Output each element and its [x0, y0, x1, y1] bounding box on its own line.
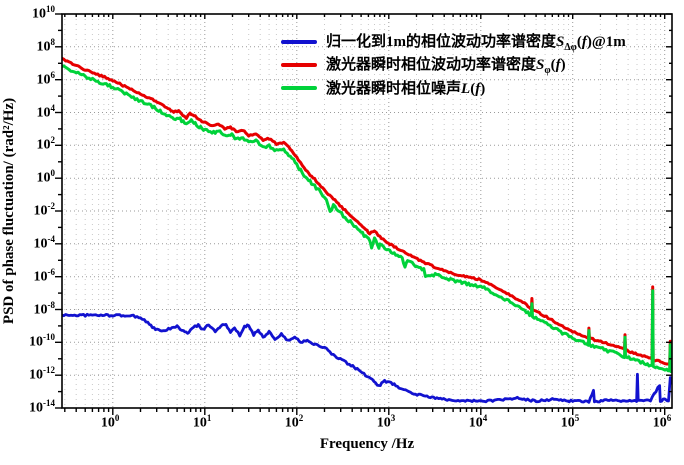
x-tick-label: 106: [652, 413, 672, 431]
legend-label: 激光器瞬时相位波动功率谱密度Sφ(f): [326, 57, 566, 76]
y-tick-label: 10-10: [29, 332, 55, 350]
y-tick-label: 10-14: [29, 398, 55, 416]
legend-item-1: 激光器瞬时相位波动功率谱密度Sφ(f): [281, 53, 626, 76]
y-tick-label: 10-6: [33, 266, 56, 285]
legend-label: 激光器瞬时相位噪声L(f): [326, 81, 486, 97]
legend-line-swatch: [281, 85, 317, 90]
y-tick-label: 102: [36, 135, 56, 153]
y-tick-label: 10-4: [33, 233, 56, 252]
legend-line-swatch: [281, 62, 317, 67]
y-tick-label: 1010: [32, 4, 55, 22]
legend-item-0: 归一化到1m的相位波动功率谱密度SΔφ(f)@1m: [281, 30, 626, 53]
x-tick-label: 100: [100, 413, 120, 431]
curve-normalized-1m-psd-blue: [62, 312, 672, 404]
curve-laser-psd-red: [62, 56, 672, 368]
y-tick-label: 104: [36, 102, 56, 121]
legend: 归一化到1m的相位波动功率谱密度SΔφ(f)@1m 激光器瞬时相位波动功率谱密度S…: [281, 30, 626, 99]
y-tick-label: 10-8: [33, 299, 56, 318]
x-tick-label: 101: [192, 413, 212, 431]
x-tick-label: 102: [284, 413, 304, 431]
y-tick-label: 108: [36, 36, 56, 55]
curve-laser-phase-noise-green: [62, 64, 672, 374]
curves-group: [62, 56, 672, 404]
legend-item-2: 激光器瞬时相位噪声L(f): [281, 76, 626, 99]
y-tick-label: 106: [36, 69, 56, 88]
y-axis-label: PSD of phase fluctuation/ (rad²/Hz): [1, 97, 17, 325]
x-axis-label: Frequency /Hz: [319, 436, 415, 452]
x-tick-label: 104: [468, 413, 488, 431]
legend-line-swatch: [281, 39, 317, 44]
legend-label: 归一化到1m的相位波动功率谱密度SΔφ(f)@1m: [326, 34, 626, 53]
y-tick-label: 100: [36, 168, 56, 186]
x-tick-label: 103: [376, 413, 396, 431]
x-tick-label: 105: [560, 413, 580, 431]
y-tick-label: 10-2: [33, 201, 56, 219]
y-tick-label: 10-12: [29, 365, 55, 383]
